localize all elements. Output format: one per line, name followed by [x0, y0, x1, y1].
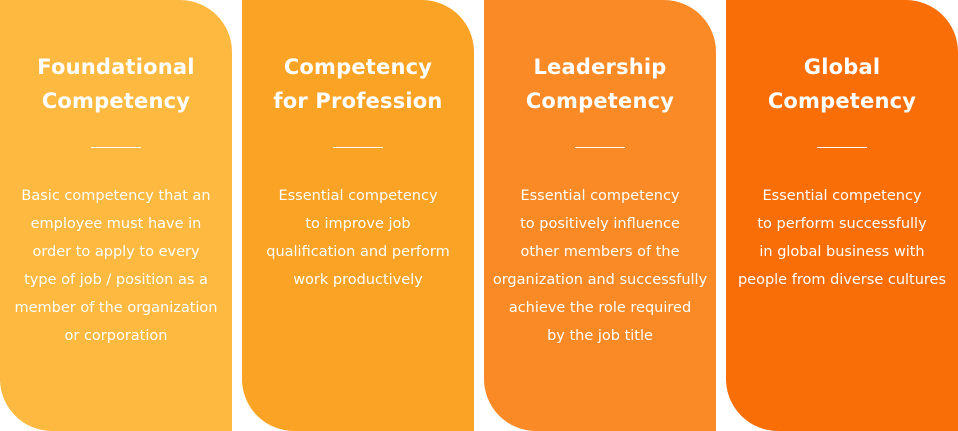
- card-description-line: Essential competency: [762, 188, 922, 204]
- card-description-line: employee must have in: [30, 216, 202, 232]
- card-title-line: Global: [803, 55, 881, 79]
- card-description: Essential competency to improve job qual…: [242, 182, 474, 294]
- card-description-line: organization and successfully: [492, 272, 708, 288]
- card-description-line: work productively: [293, 272, 423, 288]
- card-title-line: Competency: [283, 55, 433, 79]
- card-description-line: or corporation: [64, 328, 168, 344]
- card-divider: [817, 147, 867, 148]
- card-title-line: Leadership: [533, 55, 667, 79]
- card-description-line: order to apply to every: [32, 244, 200, 260]
- card-title-line: Competency: [41, 89, 191, 113]
- card-divider: [575, 147, 625, 148]
- card-description-line: other members of the: [520, 244, 680, 260]
- card-leadership-competency: Leadership Competency Essential competen…: [484, 0, 716, 431]
- card-divider: [91, 147, 141, 148]
- card-title-line: for Profession: [273, 89, 443, 113]
- card-description: Essential competency to perform successf…: [726, 182, 958, 294]
- card-description-line: achieve the role required: [508, 300, 692, 316]
- card-description-line: member of the organization: [14, 300, 218, 316]
- card-title-line: Competency: [525, 89, 675, 113]
- card-title: Competency for Profession: [242, 50, 474, 118]
- card-divider: [333, 147, 383, 148]
- card-description-line: people from diverse cultures: [737, 272, 947, 288]
- card-title-line: Foundational: [37, 55, 195, 79]
- card-description-line: qualification and perform: [266, 244, 450, 260]
- card-title: Global Competency: [726, 50, 958, 118]
- card-description-line: type of job / position as a: [24, 272, 208, 288]
- card-title: Leadership Competency: [484, 50, 716, 118]
- card-description-line: to perform successfully: [757, 216, 927, 232]
- card-competency-for-profession: Competency for Profession Essential comp…: [242, 0, 474, 431]
- card-title: Foundational Competency: [0, 50, 232, 118]
- card-description-line: Essential competency: [520, 188, 680, 204]
- card-description-line: to improve job: [305, 216, 411, 232]
- card-global-competency: Global Competency Essential competency t…: [726, 0, 958, 431]
- card-title-line: Competency: [767, 89, 917, 113]
- card-description: Essential competency to positively influ…: [484, 182, 716, 350]
- card-description-line: Essential competency: [278, 188, 438, 204]
- card-description: Basic competency that an employee must h…: [0, 182, 232, 350]
- card-description-line: to positively influence: [520, 216, 680, 232]
- card-description-line: Basic competency that an: [21, 188, 211, 204]
- card-foundational-competency: Foundational Competency Basic competency…: [0, 0, 232, 431]
- card-description-line: by the job title: [547, 328, 653, 344]
- card-description-line: in global business with: [759, 244, 925, 260]
